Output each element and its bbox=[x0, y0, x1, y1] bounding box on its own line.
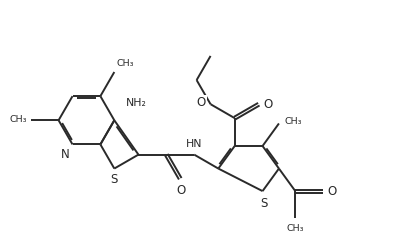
Text: N: N bbox=[61, 148, 70, 161]
Text: HN: HN bbox=[186, 139, 202, 149]
Text: CH₃: CH₃ bbox=[116, 59, 134, 68]
Text: O: O bbox=[328, 185, 337, 198]
Text: CH₃: CH₃ bbox=[287, 224, 304, 233]
Text: S: S bbox=[111, 173, 118, 186]
Text: NH₂: NH₂ bbox=[126, 98, 146, 108]
Text: CH₃: CH₃ bbox=[284, 117, 302, 126]
Text: S: S bbox=[260, 197, 267, 210]
Text: CH₃: CH₃ bbox=[9, 115, 27, 124]
Text: O: O bbox=[197, 96, 206, 109]
Text: O: O bbox=[177, 184, 186, 197]
Text: O: O bbox=[264, 98, 273, 111]
